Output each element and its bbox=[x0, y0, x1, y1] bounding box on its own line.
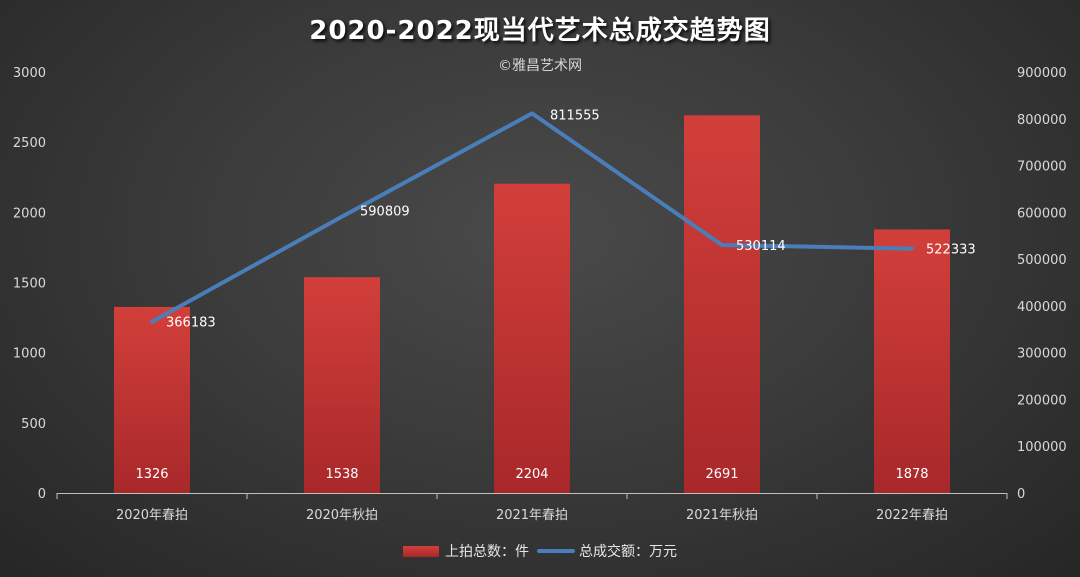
line-data-label: 522333 bbox=[926, 243, 976, 258]
chart-title: 2020-2022现当代艺术总成交趋势图 bbox=[309, 16, 771, 46]
x-axis-label: 2020年秋拍 bbox=[306, 508, 378, 523]
bar bbox=[304, 277, 380, 493]
bar-data-label: 1878 bbox=[895, 467, 928, 482]
bar-series bbox=[114, 115, 950, 494]
bar-data-labels: 1326 1538 2204 2691 1878 bbox=[135, 467, 928, 482]
legend-item-bar: 上拍总数：件 bbox=[403, 541, 529, 561]
right-axis-tick-label: 400000 bbox=[1017, 300, 1067, 315]
legend-bar-label: 上拍总数：件 bbox=[445, 544, 529, 560]
x-axis-label: 2021年春拍 bbox=[496, 508, 568, 523]
line-data-label: 366183 bbox=[166, 316, 216, 331]
left-axis-ticks: 0 500 1000 1500 2000 2500 3000 bbox=[13, 66, 46, 502]
line-path bbox=[150, 111, 914, 324]
left-axis-tick-label: 1000 bbox=[13, 347, 46, 362]
line-data-label: 590809 bbox=[360, 205, 410, 220]
legend: 上拍总数：件 总成交额：万元 bbox=[0, 541, 1080, 561]
left-axis-tick-label: 500 bbox=[21, 417, 46, 432]
bar-data-label: 1326 bbox=[135, 467, 168, 482]
left-axis-tick-label: 2000 bbox=[13, 206, 46, 221]
line-data-labels: 366183 590809 811555 530114 522333 bbox=[166, 108, 976, 330]
x-axis-labels: 2020年春拍 2020年秋拍 2021年春拍 2021年秋拍 2022年春拍 bbox=[116, 508, 948, 523]
legend-line-swatch bbox=[537, 549, 575, 553]
right-axis-ticks: 0 100000 200000 300000 400000 500000 600000 700… bbox=[1017, 66, 1067, 502]
legend-bar-swatch bbox=[403, 545, 439, 557]
bar bbox=[874, 229, 950, 494]
right-axis-tick-label: 300000 bbox=[1017, 347, 1067, 362]
right-axis-tick-label: 200000 bbox=[1017, 393, 1067, 408]
x-axis-tick-marks bbox=[56, 493, 1008, 499]
left-axis-tick-label: 2500 bbox=[13, 136, 46, 151]
bar bbox=[114, 306, 190, 493]
legend-item-line: 总成交额：万元 bbox=[537, 541, 677, 561]
left-axis-tick-label: 1500 bbox=[13, 277, 46, 292]
line-data-label: 811555 bbox=[550, 108, 600, 123]
x-axis-label: 2020年春拍 bbox=[116, 508, 188, 523]
left-axis-tick-label: 3000 bbox=[13, 66, 46, 81]
right-axis-tick-label: 0 bbox=[1017, 487, 1025, 502]
left-axis-tick-label: 0 bbox=[38, 487, 46, 502]
bar-data-label: 2204 bbox=[515, 467, 548, 482]
right-axis-tick-label: 900000 bbox=[1017, 66, 1067, 81]
x-axis-label: 2022年春拍 bbox=[876, 508, 948, 523]
x-axis-label: 2021年秋拍 bbox=[686, 508, 758, 523]
bar-data-label: 1538 bbox=[325, 467, 358, 482]
line-series bbox=[150, 111, 914, 324]
bar-data-label: 2691 bbox=[705, 467, 738, 482]
right-axis-tick-label: 600000 bbox=[1017, 206, 1067, 221]
right-axis-tick-label: 500000 bbox=[1017, 253, 1067, 268]
bar bbox=[684, 115, 760, 493]
legend-line-label: 总成交额：万元 bbox=[579, 544, 677, 560]
right-axis-tick-label: 100000 bbox=[1017, 440, 1067, 455]
right-axis-tick-label: 700000 bbox=[1017, 160, 1067, 175]
right-axis-tick-label: 800000 bbox=[1017, 113, 1067, 128]
bar bbox=[494, 183, 570, 494]
line-data-label: 530114 bbox=[736, 239, 786, 254]
watermark: ©雅昌艺术网 bbox=[498, 58, 582, 74]
